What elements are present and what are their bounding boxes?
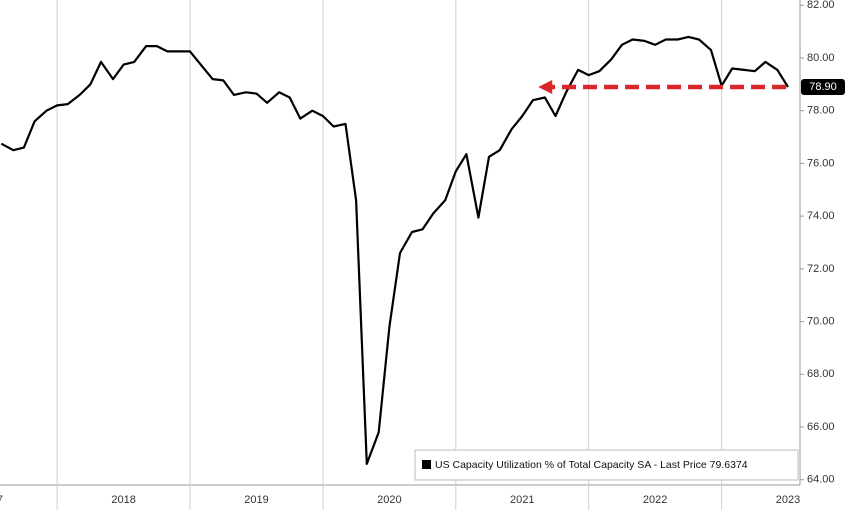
y-tick-label: 68.00 [807,368,835,380]
y-tick-label: 72.00 [807,263,835,275]
x-tick-label: 2020 [377,494,401,506]
x-tick-label: 2023 [776,494,800,506]
x-tick-label: 2018 [111,494,135,506]
x-tick-label: 2019 [244,494,268,506]
legend-swatch [422,460,431,469]
last-value-label: 78.90 [809,81,837,93]
last-value-tag [801,78,845,95]
y-tick-label: 70.00 [807,315,835,327]
x-tick-label: 2021 [510,494,534,506]
y-tick-label: 80.00 [807,52,835,64]
y-tick-label: 64.00 [807,474,835,486]
x-tick-label: 2022 [643,494,667,506]
legend-text: US Capacity Utilization % of Total Capac… [435,459,748,471]
legend-box [414,449,799,481]
y-tick-label: 82.00 [807,0,835,11]
arrow-head [538,79,553,94]
y-tick-label: 66.00 [807,421,835,433]
series-line [0,35,789,465]
y-tick-label: 74.00 [807,210,835,222]
y-tick-label: 76.00 [807,157,835,169]
x-tick-label: 2017 [0,494,3,506]
y-tick-label: 78.00 [807,105,835,117]
